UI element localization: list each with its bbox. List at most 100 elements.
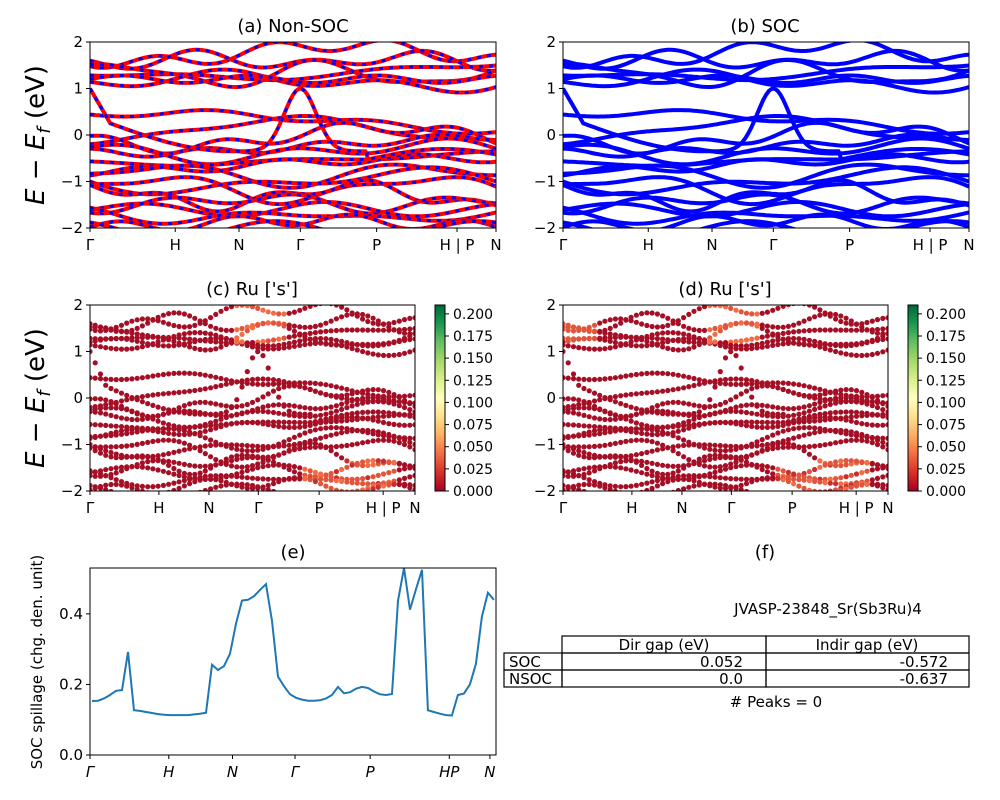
band-point — [291, 464, 297, 470]
band-point — [103, 448, 109, 454]
band-point — [749, 452, 755, 458]
band-point — [360, 476, 366, 482]
band-point — [738, 338, 744, 344]
band-point — [623, 333, 629, 339]
projected-points-c — [90, 305, 415, 491]
xtick-label: Γ — [86, 499, 95, 517]
band-point — [874, 317, 881, 323]
band-point — [323, 434, 329, 440]
ytick-label: 2 — [546, 33, 556, 51]
table-cell-soc-dir: 0.052 — [700, 653, 743, 671]
band-point — [118, 482, 125, 488]
band-point — [639, 343, 645, 349]
band-point — [707, 379, 713, 385]
band-point — [628, 467, 634, 473]
band-point — [197, 477, 203, 483]
band-point — [103, 376, 109, 382]
band-point — [712, 305, 718, 308]
band-point — [628, 404, 634, 410]
ytick-label: 0.4 — [59, 605, 83, 623]
band-point — [307, 305, 313, 309]
band-point — [323, 472, 329, 479]
band-point — [260, 463, 266, 470]
band-point — [202, 476, 208, 482]
ytick-label: −2 — [61, 219, 83, 237]
band-point — [644, 471, 650, 477]
band-point — [696, 414, 702, 421]
band-point — [801, 485, 807, 491]
band-point — [160, 411, 166, 417]
band-point — [670, 424, 676, 430]
band-point — [801, 444, 807, 450]
band-point — [108, 336, 114, 342]
band-point — [375, 409, 381, 415]
band-point — [701, 421, 708, 427]
band-point — [160, 429, 166, 436]
band-point — [234, 453, 240, 459]
band-point — [223, 422, 229, 428]
band-point — [780, 444, 786, 450]
band-point — [817, 312, 823, 318]
band-line-nsoc — [90, 152, 496, 177]
band-point — [360, 459, 366, 465]
xtick-label: Γ — [727, 499, 736, 517]
band-point — [255, 305, 261, 311]
band-point — [665, 387, 671, 394]
band-point — [728, 342, 734, 348]
band-point — [323, 336, 329, 342]
band-point — [869, 338, 875, 345]
band-point — [370, 462, 376, 468]
band-point — [639, 470, 645, 476]
band-point — [581, 449, 587, 456]
band-point — [281, 311, 287, 317]
band-point — [565, 406, 571, 412]
band-point — [597, 483, 603, 489]
band-point — [354, 342, 360, 348]
band-point — [586, 388, 592, 394]
band-point — [365, 343, 371, 349]
band-point — [208, 463, 214, 469]
band-point — [150, 438, 156, 444]
band-point — [103, 345, 109, 351]
band-point — [113, 335, 119, 342]
band-point — [885, 487, 888, 491]
band-point — [176, 479, 182, 485]
band-point — [853, 437, 860, 443]
band-point — [586, 414, 592, 420]
band-point — [780, 380, 786, 386]
band-point — [822, 442, 828, 448]
band-point — [817, 458, 823, 464]
band-point — [722, 376, 729, 383]
band-point — [691, 473, 697, 479]
band-point — [880, 439, 886, 445]
band-point — [244, 305, 250, 309]
band-point — [244, 455, 250, 461]
band-point — [817, 399, 823, 405]
band-point — [344, 386, 350, 392]
band-point — [155, 334, 161, 340]
band-point — [176, 409, 182, 415]
band-point — [197, 444, 203, 450]
band-point — [333, 305, 339, 308]
band-point — [570, 405, 577, 411]
band-point — [822, 489, 828, 491]
band-point — [396, 403, 402, 409]
band-point — [743, 343, 750, 349]
band-point — [339, 385, 345, 391]
band-point — [312, 437, 318, 443]
panel-c-yticks: 210−1−2 — [61, 296, 90, 500]
band-point — [228, 380, 235, 386]
band-point — [749, 479, 755, 485]
band-point — [670, 330, 676, 336]
band-point — [812, 406, 818, 412]
band-point — [228, 473, 235, 479]
xtick-label: Γ — [86, 236, 95, 254]
band-point — [118, 390, 125, 396]
xtick-label: H — [643, 236, 654, 254]
band-point — [297, 411, 303, 417]
band-point — [874, 399, 881, 406]
band-point — [885, 435, 888, 441]
band-point — [160, 337, 166, 343]
band-point — [675, 468, 681, 474]
band-point — [733, 421, 739, 427]
